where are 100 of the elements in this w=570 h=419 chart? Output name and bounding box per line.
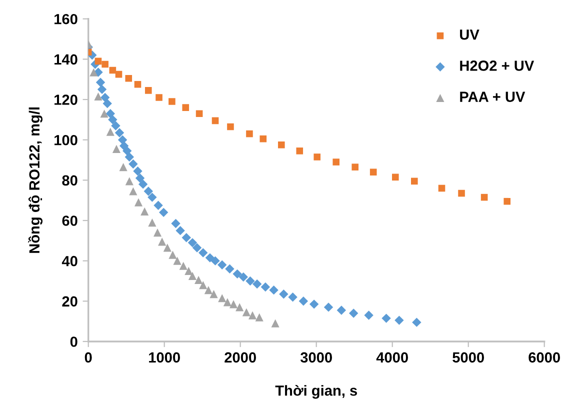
- x-tick-label: 4000: [376, 352, 408, 363]
- point: [364, 310, 374, 320]
- point: [210, 256, 220, 266]
- point: [232, 269, 242, 279]
- point: [188, 272, 197, 280]
- point: [111, 121, 120, 130]
- legend-label: H2O2 + UV: [460, 60, 534, 71]
- point: [140, 207, 149, 216]
- point: [248, 311, 257, 320]
- point: [382, 314, 391, 323]
- point: [480, 194, 488, 201]
- point: [114, 128, 124, 138]
- point: [410, 178, 418, 185]
- point: [242, 308, 250, 316]
- point: [188, 238, 198, 248]
- point: [134, 80, 142, 88]
- point: [154, 200, 163, 210]
- y-tick-label: 40: [62, 256, 78, 266]
- point: [158, 208, 168, 218]
- x-tick-label: 5000: [452, 352, 484, 363]
- point: [412, 318, 422, 327]
- y-tick-label: 0: [70, 336, 78, 347]
- point: [96, 78, 106, 87]
- point: [271, 319, 280, 328]
- point: [225, 264, 234, 274]
- point: [332, 158, 340, 166]
- point: [438, 184, 446, 192]
- point: [97, 84, 107, 94]
- point: [194, 276, 203, 284]
- point: [279, 289, 288, 299]
- y-tick-label: 60: [62, 216, 78, 226]
- point: [212, 117, 219, 124]
- point: [218, 294, 226, 302]
- point: [128, 159, 138, 169]
- point: [298, 296, 308, 306]
- point: [124, 152, 134, 162]
- y-tick-label: 160: [54, 14, 78, 24]
- legend-label: PAA + UV: [460, 92, 526, 102]
- point: [115, 70, 122, 78]
- point: [125, 74, 132, 82]
- x-tick-label: 0: [84, 352, 92, 363]
- point: [153, 228, 162, 237]
- point: [278, 141, 285, 148]
- point: [184, 266, 193, 275]
- point: [236, 303, 244, 312]
- y-tick-label: 100: [54, 134, 78, 146]
- point: [227, 123, 234, 130]
- point: [171, 218, 180, 228]
- point: [238, 272, 248, 282]
- point: [100, 92, 110, 102]
- point: [352, 164, 359, 170]
- y-tick-label: 120: [54, 94, 78, 105]
- y-tick-label: 80: [62, 175, 78, 186]
- point: [173, 256, 182, 265]
- point: [168, 250, 177, 259]
- point: [100, 110, 108, 118]
- point: [252, 279, 262, 289]
- point: [223, 298, 232, 306]
- point: [102, 60, 108, 68]
- y-tick-label: 140: [54, 54, 78, 65]
- point: [288, 292, 298, 302]
- x-tick-label: 6000: [528, 352, 560, 363]
- point: [314, 154, 321, 160]
- point: [458, 190, 465, 197]
- point: [348, 308, 358, 318]
- point: [133, 166, 142, 176]
- point: [309, 300, 319, 309]
- point: [182, 104, 190, 111]
- point: [504, 198, 511, 205]
- point: [229, 300, 238, 308]
- point: [163, 244, 172, 252]
- point: [198, 248, 208, 258]
- x-tick-label: 1000: [149, 352, 180, 363]
- point: [94, 58, 102, 65]
- point: [135, 174, 145, 183]
- point: [134, 198, 143, 206]
- point: [168, 98, 176, 105]
- point: [204, 286, 212, 294]
- y-axis-title: Nồng độ RO122, mg/l: [28, 107, 42, 253]
- point: [370, 168, 377, 176]
- x-tick-label: 3000: [300, 352, 332, 363]
- x-tick-label: 2000: [224, 352, 256, 363]
- point: [196, 110, 203, 118]
- point: [260, 282, 270, 292]
- point: [90, 68, 98, 76]
- point: [255, 313, 264, 322]
- legend-label: UV: [460, 30, 480, 40]
- point: [148, 192, 157, 202]
- point: [144, 186, 153, 196]
- point: [122, 146, 132, 156]
- point: [246, 130, 253, 138]
- point: [246, 276, 255, 286]
- point: [394, 316, 404, 325]
- point: [102, 98, 112, 108]
- point: [158, 238, 166, 246]
- point: [199, 280, 208, 290]
- point: [260, 135, 267, 142]
- point: [112, 144, 121, 153]
- point: [94, 92, 102, 101]
- point: [192, 243, 202, 252]
